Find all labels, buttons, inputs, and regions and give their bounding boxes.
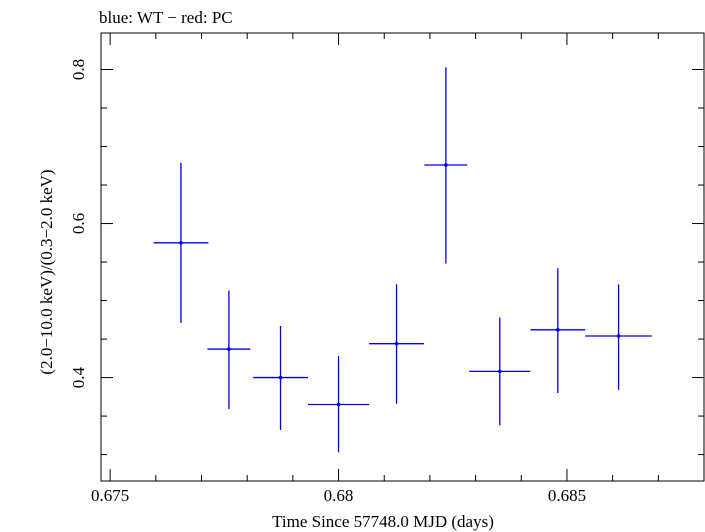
y-tick-label: 0.6	[69, 213, 88, 234]
data-point	[153, 162, 209, 323]
data-point-marker	[498, 369, 502, 374]
data-point	[207, 290, 251, 410]
y-tick-label: 0.4	[69, 366, 88, 388]
data-point	[530, 268, 586, 393]
data-point-marker	[444, 163, 448, 167]
data-point-marker	[227, 347, 231, 351]
y-axis-label: (2.0−10.0 keV)/(0.3−2.0 keV)	[37, 169, 56, 374]
y-tick-label: 0.8	[69, 59, 88, 80]
x-tick-label: 0.685	[548, 486, 586, 505]
data-point-marker	[336, 402, 341, 407]
x-axis-label: Time Since 57748.0 MJD (days)	[272, 512, 494, 531]
data-point	[424, 67, 468, 264]
data-point	[253, 325, 308, 430]
data-point	[369, 284, 424, 404]
x-tick-label: 0.675	[91, 486, 129, 505]
data-markers	[153, 67, 652, 453]
data-point	[307, 356, 370, 453]
chart-title: blue: WT − red: PC	[99, 8, 233, 27]
data-point-marker	[179, 240, 183, 245]
data-point-marker	[556, 328, 560, 332]
data-point-marker	[278, 375, 283, 380]
data-point	[469, 317, 531, 426]
data-point	[585, 284, 652, 390]
plot-frame	[100, 32, 705, 482]
data-point-marker	[616, 334, 621, 338]
data-point-marker	[394, 341, 399, 346]
axis-ticks	[101, 33, 705, 481]
axis-tick-labels: 0.675 0.68 0.685 0.4 0.6 0.8	[69, 59, 586, 505]
x-tick-label: 0.68	[324, 486, 354, 505]
